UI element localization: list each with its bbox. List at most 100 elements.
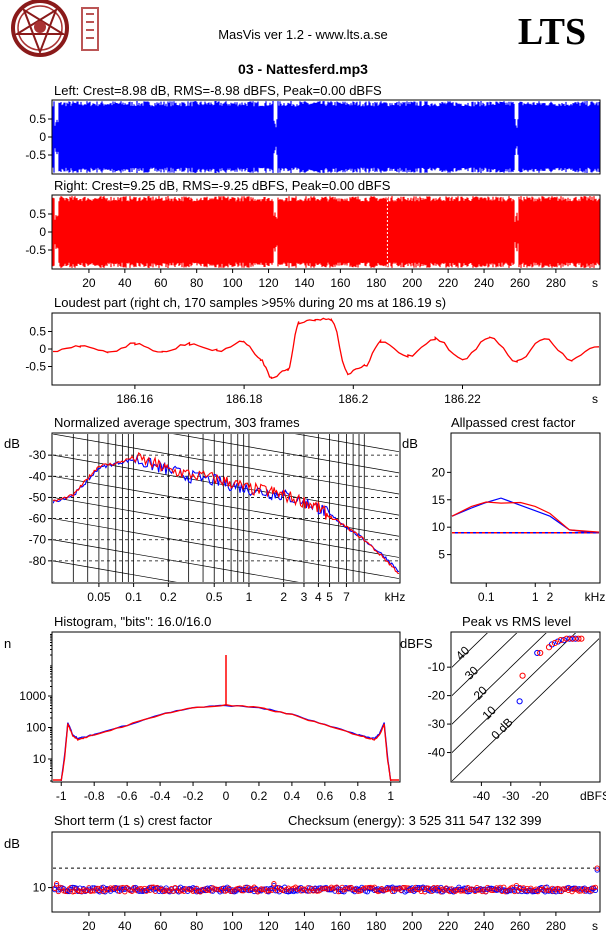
spectrum-chart: Normalized average spectrum, 303 frames … xyxy=(4,415,406,604)
spectrum-x-tick-label: 0.1 xyxy=(125,590,142,604)
allpassed-y-tick-label: 20 xyxy=(432,465,446,479)
right-x-tick-label: 140 xyxy=(294,276,314,290)
histogram-left-line xyxy=(60,704,392,782)
loudest-part-chart: Loudest part (right ch, 170 samples >95%… xyxy=(25,295,601,406)
right-x-tick-label: 260 xyxy=(510,276,530,290)
peak-rms-left-point xyxy=(516,698,523,705)
spectrum-plot-frame xyxy=(51,432,401,584)
short-term-x-unit-label: s xyxy=(592,919,598,933)
peak-rms-left-point xyxy=(534,649,541,657)
peak-rms-y-tick-label: -30 xyxy=(428,717,446,731)
histogram-x-tick-label: 0.2 xyxy=(251,789,268,803)
right-chart-title: Right: Crest=9.25 dB, RMS=-9.25 dBFS, Pe… xyxy=(54,178,391,193)
right-x-tick-label: 160 xyxy=(330,276,350,290)
right-x-tick-label: 120 xyxy=(259,276,279,290)
peak-rms-diagonal xyxy=(452,633,547,725)
right-x-tick-label: 240 xyxy=(474,276,494,290)
right-x-unit-label: s xyxy=(592,276,598,290)
short-term-x-tick-label: 280 xyxy=(546,919,566,933)
short-term-right-point xyxy=(68,884,74,891)
histogram-chart-title: Histogram, "bits": 16.0/16.0 xyxy=(54,614,211,629)
short-term-y-tick-label: 10 xyxy=(33,881,47,895)
short-term-right-point xyxy=(271,881,277,887)
brand-logo-text: LTS xyxy=(518,11,586,53)
spectrum-x-tick-label: 5 xyxy=(326,590,333,604)
spectrum-x-tick-label: 7 xyxy=(343,590,350,604)
histogram-chart: Histogram, "bits": 16.0/16.0 n 101001000… xyxy=(4,614,401,803)
peak-rms-right-point xyxy=(551,639,559,647)
short-term-x-tick-label: 180 xyxy=(366,919,386,933)
spectrum-right-line xyxy=(53,452,399,575)
peak-rms-right-point xyxy=(557,637,564,644)
allpassed-crest-chart: Allpassed crest factor dB 5 10 15 20 0.1 1 2 k… xyxy=(402,415,605,604)
spectrum-y-tick-label: -80 xyxy=(29,554,47,568)
peak-rms-x-unit-label: dBFS xyxy=(580,789,606,803)
loudest-x-tick-label: 186.16 xyxy=(117,392,154,406)
right-x-tick-label: 20 xyxy=(82,276,96,290)
peak-rms-y-tick-label: -40 xyxy=(428,746,446,760)
histogram-y-tick-label: 100 xyxy=(26,720,46,734)
allpassed-x-tick-label: 0.1 xyxy=(478,590,495,604)
file-title: 03 - Nattesferd.mp3 xyxy=(238,61,368,77)
short-term-x-tick-label: 20 xyxy=(82,919,96,933)
short-term-crest-chart: Short term (1 s) crest factor Checksum (… xyxy=(4,813,601,933)
loudest-x-tick-label: 186.2 xyxy=(338,392,368,406)
right-y-tick-label: 0 xyxy=(39,225,46,239)
histogram-plot-frame xyxy=(51,631,401,783)
short-term-x-tick-label: 40 xyxy=(118,919,132,933)
allpassed-plot-frame xyxy=(450,432,601,584)
left-chart-title: Left: Crest=8.98 dB, RMS=-8.98 dBFS, Pea… xyxy=(54,83,382,98)
short-term-x-tick-label: 160 xyxy=(330,919,350,933)
short-term-left-point xyxy=(592,887,599,894)
short-term-left-point xyxy=(556,888,563,894)
histogram-x-tick-label: 0.6 xyxy=(317,789,334,803)
peak-rms-right-point xyxy=(563,635,570,642)
histogram-x-tick-label: -0.8 xyxy=(84,789,105,803)
histogram-x-tick-label: 0 xyxy=(223,789,230,803)
peak-rms-diagonal xyxy=(452,633,577,754)
short-term-x-tick-label: 100 xyxy=(223,919,243,933)
allpassed-y-tick-label: 10 xyxy=(432,520,446,534)
spectrum-x-tick-label: 4 xyxy=(315,590,322,604)
peak-rms-right-point xyxy=(578,635,585,642)
peak-rms-x-tick-label: -30 xyxy=(502,789,520,803)
right-x-tick-label: 100 xyxy=(223,276,243,290)
peak-rms-right-point xyxy=(575,635,582,642)
peak-rms-left-point xyxy=(560,637,567,644)
short-term-left-point xyxy=(147,884,153,891)
peak-rms-chart-title: Peak vs RMS level xyxy=(462,614,571,629)
histogram-x-tick-label: 1 xyxy=(387,789,394,803)
left-y-tick-label: 0 xyxy=(39,130,46,144)
short-term-x-tick-label: 240 xyxy=(474,919,494,933)
spectrum-left-line xyxy=(53,454,399,572)
spectrum-x-tick-label: 1 xyxy=(246,590,253,604)
allpassed-y-tick-label: 5 xyxy=(438,548,445,562)
short-term-right-point xyxy=(53,881,60,887)
spectrum-y-tick-label: -60 xyxy=(29,512,47,526)
loudest-y-tick-label: 0.5 xyxy=(29,325,46,339)
histogram-x-tick-label: -1 xyxy=(56,789,67,803)
peak-rms-right-point xyxy=(519,672,526,679)
spectrum-slope-gridline xyxy=(53,475,399,537)
short-term-x-tick-label: 60 xyxy=(154,919,168,933)
peak-rms-left-point xyxy=(554,638,561,645)
spectrum-slope-gridline xyxy=(53,497,399,558)
peak-rms-diagonal xyxy=(452,633,488,668)
loudest-chart-title: Loudest part (right ch, 170 samples >95%… xyxy=(54,295,446,310)
spectrum-x-tick-label: 0.2 xyxy=(160,590,177,604)
histogram-y-tick-label: 10 xyxy=(33,752,47,766)
spectrum-slope-gridline xyxy=(294,434,399,453)
left-y-tick-label: 0.5 xyxy=(29,112,46,126)
spectrum-y-tick-label: -50 xyxy=(29,490,47,504)
loudest-x-tick-label: 186.18 xyxy=(226,392,263,406)
short-term-right-point xyxy=(400,884,406,891)
short-term-chart-title: Short term (1 s) crest factor xyxy=(54,813,213,828)
peak-rms-y-unit: dBFS xyxy=(400,636,433,651)
peak-rms-diagonal xyxy=(452,638,599,781)
spectrum-x-unit-label: kHz xyxy=(385,590,406,604)
right-x-tick-label: 200 xyxy=(402,276,422,290)
peak-rms-right-point xyxy=(545,644,553,651)
header: MasVis ver 1.2 - www.lts.a.se LTS 03 - N… xyxy=(11,0,586,77)
histogram-x-tick-label: -0.6 xyxy=(117,789,138,803)
